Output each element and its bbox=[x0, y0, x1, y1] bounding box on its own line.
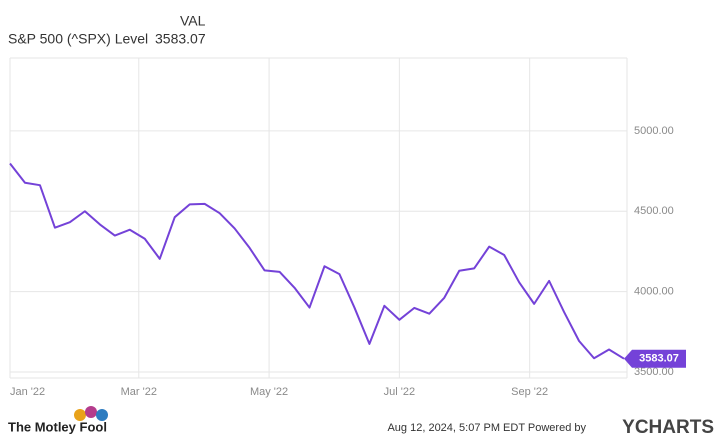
line bbox=[9, 162, 625, 360]
x-tick-label: May '22 bbox=[250, 386, 288, 398]
footer-brand: The Motley Fool bbox=[8, 419, 107, 434]
x-tick-label: Jul '22 bbox=[384, 386, 415, 398]
last-value-label: 3583.07 bbox=[639, 353, 679, 365]
y-tick-label: 5000.00 bbox=[634, 125, 674, 137]
x-tick-label: Sep '22 bbox=[511, 386, 548, 398]
x-tick-label: Mar '22 bbox=[121, 386, 157, 398]
y-tick-label: 4500.00 bbox=[634, 205, 674, 217]
footer-timestamp: Aug 12, 2024, 5:07 PM EDT Powered by bbox=[387, 422, 586, 434]
plot: Jan '22 Mar '22 May '22 Jul '22 Sep '22 3500.… bbox=[9, 58, 686, 398]
header-column: VAL bbox=[180, 13, 206, 29]
header-name: S&P 500 (^SPX) Level bbox=[8, 31, 148, 47]
x-tick-label: Jan '22 bbox=[10, 386, 45, 398]
y-tick-label: 4000.00 bbox=[634, 286, 674, 298]
footer-source: YCHARTS bbox=[622, 417, 714, 438]
header-value: 3583.07 bbox=[155, 31, 206, 47]
last-value-badge bbox=[624, 349, 686, 368]
y-tick-label: 3500.00 bbox=[634, 366, 674, 378]
footer-logo bbox=[74, 406, 108, 421]
